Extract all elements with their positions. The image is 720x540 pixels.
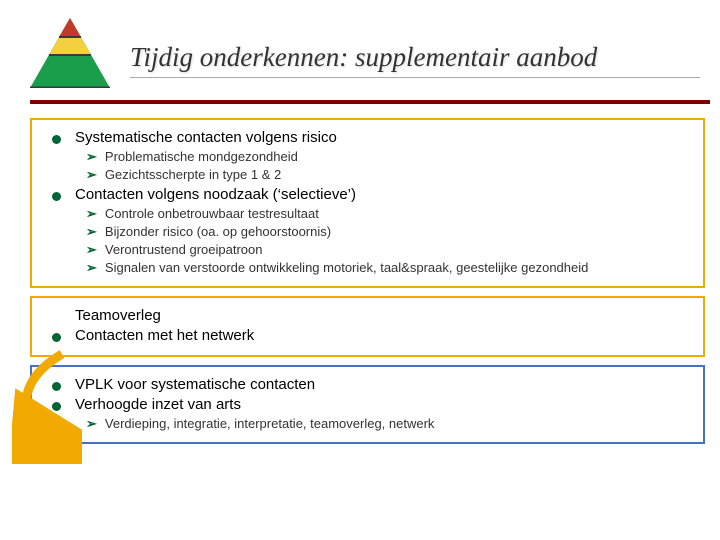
sub-text: Gezichtsscherpte in type 1 & 2 bbox=[105, 167, 281, 182]
sub-item: ➢ Gezichtsscherpte in type 1 & 2 bbox=[86, 167, 691, 183]
bullet-text: Teamoverleg bbox=[75, 307, 161, 324]
bullet-text: Verhoogde inzet van arts bbox=[75, 396, 241, 413]
sub-text: Verontrustend groeipatroon bbox=[105, 242, 263, 257]
sub-arrow-icon: ➢ bbox=[86, 167, 97, 183]
title-underline bbox=[130, 77, 700, 78]
curved-arrow-icon bbox=[12, 344, 82, 464]
title-part-b: supplementair aanbod bbox=[355, 42, 597, 72]
logo-triangle bbox=[30, 18, 110, 88]
bullet-item: VPLK voor systematische contacten bbox=[52, 376, 691, 393]
sub-item: ➢ Signalen van verstoorde ontwikkeling mo… bbox=[86, 260, 691, 276]
bullet-dot-icon bbox=[52, 135, 61, 144]
sub-text: Verdieping, integratie, interpretatie, t… bbox=[105, 416, 435, 431]
sub-arrow-icon: ➢ bbox=[86, 206, 97, 222]
content-area: Systematische contacten volgens risico ➢ P… bbox=[30, 118, 705, 452]
sub-arrow-icon: ➢ bbox=[86, 416, 97, 432]
header-divider bbox=[30, 100, 710, 104]
title-part-a: Tijdig onderkennen: bbox=[130, 42, 355, 72]
bullet-item: Contacten volgens noodzaak (‘selectieve’… bbox=[52, 186, 691, 203]
sub-item: ➢ Controle onbetrouwbaar testresultaat bbox=[86, 206, 691, 222]
sub-arrow-icon: ➢ bbox=[86, 260, 97, 276]
bullet-text: Contacten volgens noodzaak (‘selectieve’… bbox=[75, 186, 356, 203]
sub-item: ➢ Verontrustend groeipatroon bbox=[86, 242, 691, 258]
sub-text: Bijzonder risico (oa. op gehoorstoornis) bbox=[105, 224, 331, 239]
bullet-item: Verhoogde inzet van arts bbox=[52, 396, 691, 413]
sub-item: ➢ Problematische mondgezondheid bbox=[86, 149, 691, 165]
content-box: Teamoverleg Contacten met het netwerk bbox=[30, 296, 705, 357]
slide-title: Tijdig onderkennen: supplementair aanbod bbox=[130, 42, 700, 73]
bullet-text: Systematische contacten volgens risico bbox=[75, 129, 337, 146]
bullet-dot-icon bbox=[52, 333, 61, 342]
bullet-dot-icon bbox=[52, 192, 61, 201]
sub-arrow-icon: ➢ bbox=[86, 149, 97, 165]
sub-text: Signalen van verstoorde ontwikkeling mot… bbox=[105, 260, 588, 275]
bullet-item: Systematische contacten volgens risico bbox=[52, 129, 691, 146]
content-box: Systematische contacten volgens risico ➢ P… bbox=[30, 118, 705, 288]
bullet-text: VPLK voor systematische contacten bbox=[75, 376, 315, 393]
bullet-text: Contacten met het netwerk bbox=[75, 327, 254, 344]
sub-item: ➢ Bijzonder risico (oa. op gehoorstoornis… bbox=[86, 224, 691, 240]
sub-arrow-icon: ➢ bbox=[86, 242, 97, 258]
bullet-item: Contacten met het netwerk bbox=[52, 327, 691, 344]
content-box: VPLK voor systematische contacten Verhoog… bbox=[30, 365, 705, 444]
slide-title-wrap: Tijdig onderkennen: supplementair aanbod bbox=[130, 42, 700, 78]
sub-arrow-icon: ➢ bbox=[86, 224, 97, 240]
sub-text: Controle onbetrouwbaar testresultaat bbox=[105, 206, 319, 221]
sub-item: ➢ Verdieping, integratie, interpretatie,… bbox=[86, 416, 691, 432]
sub-text: Problematische mondgezondheid bbox=[105, 149, 298, 164]
bullet-item: Teamoverleg bbox=[52, 307, 691, 324]
